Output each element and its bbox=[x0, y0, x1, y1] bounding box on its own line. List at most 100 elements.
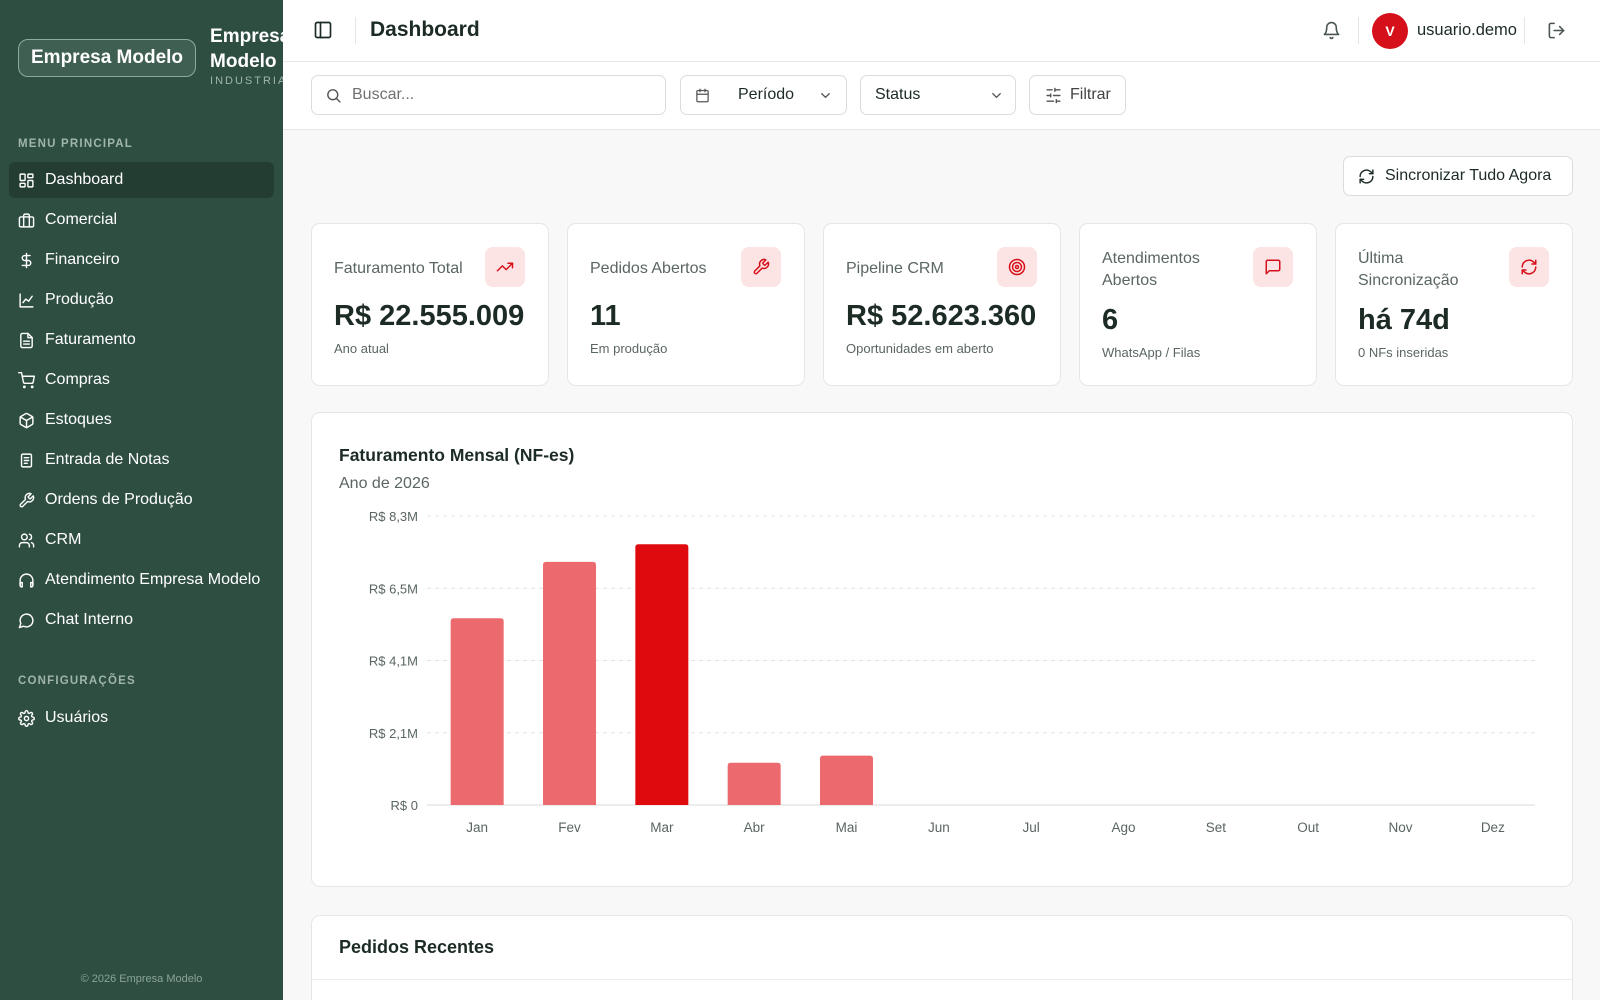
x-tick-label: Mar bbox=[650, 820, 674, 835]
sidebar-footer: © 2026 Empresa Modelo bbox=[80, 973, 203, 985]
avatar[interactable]: V bbox=[1372, 13, 1408, 49]
monthly-revenue-chart-card: Faturamento Mensal (NF-es) Ano de 2026 R… bbox=[311, 412, 1573, 887]
sidebar-item-label: Dashboard bbox=[45, 171, 124, 188]
recent-orders-title: Pedidos Recentes bbox=[339, 937, 495, 957]
divider bbox=[1524, 17, 1525, 44]
brand: Empresa Modelo Empresa Modelo INDUSTRIA bbox=[18, 26, 283, 87]
brand-logo[interactable]: Empresa Modelo bbox=[18, 39, 197, 77]
kpi-value: há 74d bbox=[1358, 304, 1450, 336]
bar-abr bbox=[727, 762, 781, 805]
filter-label: Filtrar bbox=[1070, 86, 1111, 103]
sidebar-item-faturamento[interactable]: Faturamento bbox=[9, 322, 274, 358]
kpi-subtext: Oportunidades em aberto bbox=[846, 341, 994, 356]
bar-chart: R$ 0 R$ 2,1M R$ 4,1M R$ 6,5M R$ 8,3M Jan Fev Ma… bbox=[369, 509, 1535, 835]
sidebar-item-estoques[interactable]: Estoques bbox=[9, 402, 274, 438]
bar-fev bbox=[543, 561, 596, 805]
sidebar-item-label: Comercial bbox=[45, 211, 118, 228]
chevron-down-icon bbox=[821, 92, 830, 98]
sync-all-button[interactable]: Sincronizar Tudo Agora bbox=[1343, 156, 1573, 196]
wrench-icon bbox=[753, 258, 770, 275]
kpi-icon-container bbox=[1253, 247, 1293, 287]
x-tick-label: Dez bbox=[1481, 820, 1505, 835]
kpi-label: Atendimentos Abertos bbox=[1102, 250, 1200, 289]
grid-icon bbox=[19, 172, 34, 188]
dollar-icon bbox=[21, 252, 32, 268]
kpi-subtext: Em produção bbox=[590, 341, 668, 356]
x-tick-label: Abr bbox=[744, 820, 766, 835]
filter-button[interactable]: Filtrar bbox=[1029, 75, 1126, 115]
message-icon bbox=[18, 612, 34, 628]
filter-bar: Período Status Filtrar bbox=[283, 62, 1600, 130]
sidebar-item-label: Chat Interno bbox=[45, 611, 134, 628]
chart-title: Faturamento Mensal (NF-es) bbox=[339, 445, 575, 465]
sidebar-item-label: Entrada de Notas bbox=[45, 451, 170, 468]
brand-name: Empresa Modelo bbox=[210, 26, 283, 72]
sidebar-item-chat-interno[interactable]: Chat Interno bbox=[9, 602, 274, 638]
sidebar-item-label: Usuários bbox=[45, 709, 109, 726]
kpi-value: 6 bbox=[1102, 304, 1119, 336]
y-tick-label: R$ 6,5M bbox=[369, 581, 418, 596]
bar-mai bbox=[820, 755, 873, 805]
kpi-label: Pedidos Abertos bbox=[590, 260, 707, 277]
kpi-subtext: 0 NFs inseridas bbox=[1358, 345, 1449, 360]
kpi-icon-container bbox=[741, 247, 781, 287]
search-input[interactable] bbox=[352, 86, 632, 104]
sidebar-item-crm[interactable]: CRM bbox=[9, 522, 274, 558]
y-tick-label: R$ 2,1M bbox=[369, 726, 418, 741]
calendar-icon bbox=[696, 88, 709, 102]
kpi-label: Pipeline CRM bbox=[846, 260, 944, 277]
bell-icon[interactable] bbox=[1322, 21, 1341, 40]
top-bar: Dashboard V usuario.demo bbox=[283, 0, 1600, 62]
divider bbox=[312, 979, 1572, 980]
recent-orders-card: Pedidos Recentes bbox=[311, 915, 1573, 1000]
menu-section-label: MENU PRINCIPAL bbox=[18, 138, 133, 150]
chart-icon bbox=[19, 292, 34, 308]
kpi-value: 11 bbox=[590, 300, 621, 332]
sidebar-toggle-icon[interactable] bbox=[313, 20, 333, 40]
brand-subtitle: INDUSTRIA bbox=[210, 75, 283, 87]
x-tick-label: Ago bbox=[1111, 820, 1135, 835]
sidebar-item-compras[interactable]: Compras bbox=[9, 362, 274, 398]
period-select[interactable]: Período bbox=[680, 75, 847, 115]
kpi-label: Faturamento Total bbox=[334, 260, 463, 277]
sidebar-item-ordens-de-producao[interactable]: Ordens de Produção bbox=[9, 482, 274, 518]
divider bbox=[1358, 17, 1359, 44]
sidebar-item-entrada-de-notas[interactable]: Entrada de Notas bbox=[9, 442, 274, 478]
bar-mar bbox=[635, 544, 689, 805]
kpi-icon-container bbox=[997, 247, 1037, 287]
logout-icon[interactable] bbox=[1547, 21, 1566, 40]
sidebar-item-financeiro[interactable]: Financeiro bbox=[9, 242, 274, 278]
cart-icon bbox=[18, 371, 35, 388]
target-icon bbox=[1008, 258, 1026, 276]
refresh-icon bbox=[1359, 168, 1374, 184]
sidebar-item-label: Produção bbox=[45, 291, 114, 308]
chevron-down-icon bbox=[992, 92, 1002, 98]
username[interactable]: usuario.demo bbox=[1417, 21, 1517, 39]
sidebar-item-comercial[interactable]: Comercial bbox=[9, 202, 274, 238]
gear-icon bbox=[18, 709, 35, 727]
kpi-card-faturamento: Faturamento Total R$ 22.555.009 Ano atua… bbox=[311, 223, 549, 386]
x-tick-label: Out bbox=[1297, 820, 1319, 835]
search-box bbox=[311, 75, 666, 115]
kpi-icon-container bbox=[1509, 247, 1549, 287]
status-select[interactable]: Status bbox=[860, 75, 1016, 115]
kpi-value: R$ 52.623.360 bbox=[846, 300, 1037, 332]
brand-text: Empresa Modelo INDUSTRIA bbox=[210, 24, 283, 87]
clipboard-icon bbox=[20, 452, 33, 468]
main-nav: Dashboard Comercial Financeiro Produção … bbox=[9, 162, 274, 642]
kpi-card-pipeline: Pipeline CRM R$ 52.623.360 Oportunidades… bbox=[823, 223, 1061, 386]
sidebar-item-atendimento[interactable]: Atendimento Empresa Modelo bbox=[9, 562, 274, 598]
sidebar-item-label: Estoques bbox=[45, 411, 112, 428]
wrench-icon bbox=[19, 492, 35, 508]
kpi-label: Última Sincronização bbox=[1358, 250, 1459, 289]
kpi-card-pedidos: Pedidos Abertos 11 Em produção bbox=[567, 223, 805, 386]
y-tick-label: R$ 4,1M bbox=[369, 654, 418, 669]
x-tick-label: Mai bbox=[836, 820, 858, 835]
sidebar-item-producao[interactable]: Produção bbox=[9, 282, 274, 318]
period-label: Período bbox=[738, 86, 795, 103]
config-section-label: CONFIGURAÇÕES bbox=[18, 675, 136, 687]
sidebar-item-usuarios[interactable]: Usuários bbox=[9, 700, 274, 736]
sidebar-item-dashboard[interactable]: Dashboard bbox=[9, 162, 274, 198]
sync-label: Sincronizar Tudo Agora bbox=[1385, 167, 1552, 184]
sliders-icon bbox=[1046, 87, 1061, 103]
